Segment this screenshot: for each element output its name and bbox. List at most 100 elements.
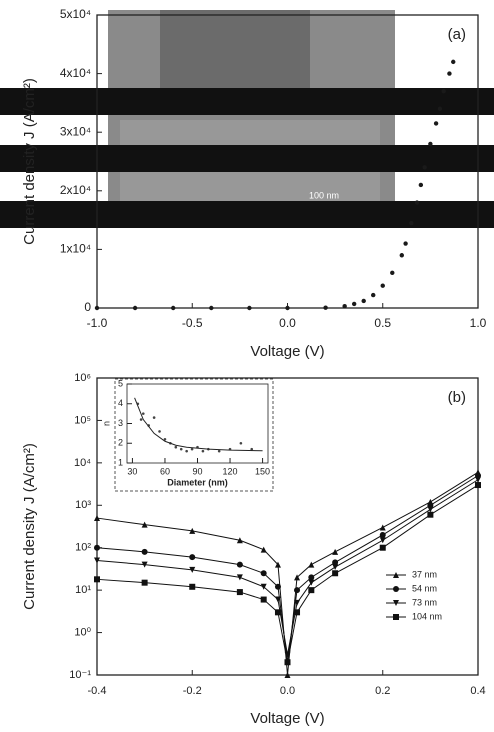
marker [323,305,328,310]
panel-label: (a) [448,26,466,43]
marker [294,574,301,581]
y-tick-label: 0 [84,300,91,314]
marker [342,304,347,309]
marker [294,609,301,616]
x-tick-label: 120 [223,466,238,476]
y-tick-label: 10¹ [75,584,91,596]
marker [260,546,267,553]
y-tick-label: 10⁻¹ [69,669,91,681]
marker [209,305,214,311]
marker [260,583,267,590]
marker [274,561,281,568]
marker [236,589,243,596]
marker [141,521,148,528]
marker [332,548,339,555]
x-tick-label: -1.0 [87,316,108,330]
y-tick-label: 2x10⁴ [60,183,91,197]
y-tick-label: 3 [118,418,123,428]
redaction-bar [0,201,494,228]
x-axis-label: Voltage (V) [250,343,324,360]
legend-label: 73 nm [412,597,437,607]
y-tick-label: 4 [118,398,123,408]
marker [285,305,290,311]
y-axis-label: Current density J (A/cm²) [21,78,38,245]
y-tick-label: 4x10⁴ [60,66,91,80]
marker [447,71,452,76]
series-line [96,479,479,655]
y-tick-label: 10⁴ [74,457,91,469]
x-tick-label: 30 [127,466,137,476]
marker [433,121,439,126]
marker [332,559,339,566]
marker [308,574,315,581]
marker [409,220,414,226]
y-tick-label: 5x10⁴ [60,7,91,21]
redaction-bar [0,145,494,172]
y-tick-label: 10⁵ [74,414,91,426]
x-tick-label: 0.5 [374,316,391,330]
marker [189,566,196,573]
y-tick-label: 10⁶ [74,372,91,384]
marker [139,418,143,421]
marker [418,182,424,188]
marker [260,570,267,577]
marker [422,165,427,170]
marker [94,557,100,564]
x-tick-label: 0.0 [280,685,295,697]
legend-label: 54 nm [412,583,437,593]
marker [403,241,408,246]
legend-label: 104 nm [412,611,442,621]
marker [308,579,315,586]
marker [236,561,243,568]
marker [260,596,267,603]
marker [437,106,443,111]
marker [201,449,205,453]
y-tick-label: 5 [118,378,123,388]
x-tick-label: 150 [255,466,270,476]
marker [179,447,183,451]
marker [428,141,433,147]
marker [332,570,339,577]
panel-label: (b) [448,389,466,406]
marker [174,445,178,449]
marker [190,447,194,451]
x-tick-label: -0.4 [88,685,107,697]
y-tick-label: 2 [118,438,123,448]
marker [475,482,481,489]
marker [361,298,366,304]
marker [380,283,385,288]
x-tick-label: 60 [160,466,170,476]
marker [94,305,100,311]
marker [152,416,156,419]
marker [451,59,456,65]
x-tick-label: -0.5 [182,316,203,330]
marker [441,88,446,94]
y-axis-label: Current density J (A/cm²) [21,443,38,610]
marker [427,506,434,513]
marker [141,561,148,568]
marker [132,305,138,311]
marker [308,587,315,594]
marker [217,449,221,453]
marker [371,292,376,298]
x-axis-label: Voltage (V) [250,710,324,727]
y-axis-label: n [101,421,111,426]
marker [294,587,301,594]
y-tick-label: 1x10⁴ [60,242,91,256]
marker [393,572,399,578]
marker [141,579,148,586]
marker [308,561,315,568]
y-tick-label: 10³ [75,499,91,511]
marker [274,596,281,603]
marker [189,554,196,561]
marker [414,200,420,205]
marker [274,609,281,616]
marker [399,253,404,258]
marker [94,544,100,551]
series-line [134,397,263,452]
scale-bar-label: 100 nm [309,190,339,200]
plots: -1.0 -0.5 0.0 0.5 1.0 0 1x10⁴ 2x10⁴ 3x10⁴ 4x10⁴ 5x… [21,7,487,727]
marker [247,305,252,311]
marker [475,476,481,483]
marker [284,672,291,678]
